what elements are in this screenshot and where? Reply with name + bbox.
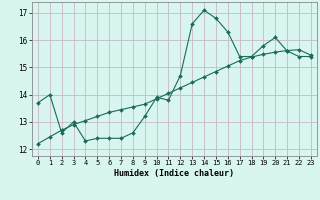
X-axis label: Humidex (Indice chaleur): Humidex (Indice chaleur) bbox=[115, 169, 234, 178]
